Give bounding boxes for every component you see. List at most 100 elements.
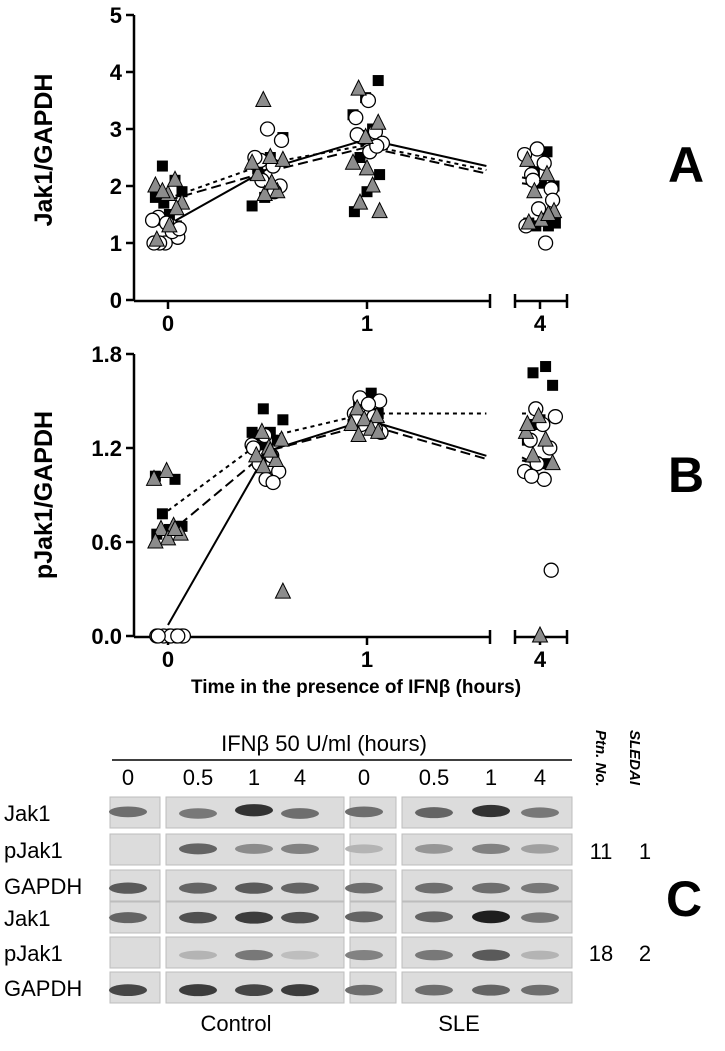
y-tick-label: 5: [110, 3, 122, 28]
blot-band: [415, 882, 453, 894]
circle-point: [259, 121, 276, 137]
triangle-point: [531, 625, 549, 643]
blot-row-label: GAPDH: [4, 874, 82, 899]
blot-band: [472, 882, 510, 894]
blot-band: [281, 808, 319, 819]
triangle-point: [351, 192, 369, 210]
timepoint-label: 4: [294, 765, 306, 790]
blot-band: [281, 843, 319, 854]
blot-band: [109, 806, 147, 818]
triangle-point: [368, 406, 386, 424]
patient-11-sledai: 1: [639, 839, 651, 864]
patient-18-sledai: 2: [639, 941, 651, 966]
blot-band: [345, 806, 383, 818]
timepoint-label: 0: [358, 765, 370, 790]
triangle-point: [166, 519, 184, 536]
blot-band: [235, 911, 273, 924]
square-point: [547, 379, 559, 391]
blot-strip: [109, 936, 161, 969]
y-tick-label: 1.2: [91, 436, 122, 461]
triangle-point: [145, 469, 163, 486]
panel-b-data-points: [145, 361, 564, 644]
square-point: [169, 473, 181, 485]
circle-point: [537, 235, 554, 251]
triangle-point: [364, 175, 381, 193]
panel-b-trend-lines: [167, 412, 541, 626]
triangle-point: [253, 422, 271, 439]
panel-b-y-axis-title: pJak1/GAPDH: [30, 411, 58, 579]
blot-band: [179, 984, 217, 997]
circle-point: [348, 109, 364, 126]
triangle-point: [247, 445, 265, 463]
triangle-point: [254, 90, 272, 107]
blot-band: [345, 950, 383, 961]
panel-a-label: A: [668, 137, 704, 193]
blot-band: [521, 807, 559, 818]
blot-band: [345, 844, 383, 854]
circle-point: [536, 155, 552, 171]
triangle-point: [350, 78, 367, 96]
patient-11-ptn: 11: [590, 839, 613, 864]
triangle-point: [344, 153, 362, 170]
blot-band: [109, 882, 147, 894]
triangle-point: [268, 181, 286, 199]
blot-band: [281, 984, 319, 997]
blot-band: [109, 912, 147, 924]
trend-line-dotted: [167, 412, 487, 512]
square-point: [374, 169, 386, 181]
square-point: [541, 458, 553, 470]
triangle-point: [261, 147, 279, 164]
blot-rows: Jak1 pJak1 GAPDH Jak1 pJak1 GAPDH: [4, 796, 573, 1004]
triangle-point: [256, 184, 274, 202]
triangle-point: [168, 198, 185, 216]
triangle-point: [520, 212, 538, 230]
panel-a-y-axis-title: Jak1/GAPDH: [30, 74, 58, 227]
square-point: [259, 439, 271, 451]
y-tick-label: 1: [110, 231, 122, 256]
blot-band: [281, 882, 319, 894]
square-point: [176, 186, 188, 198]
triangle-point: [350, 425, 367, 442]
timepoint-label: 4: [534, 765, 546, 790]
square-point: [348, 206, 360, 218]
blot-strip: [109, 833, 161, 866]
triangle-point: [161, 215, 178, 233]
circle-point: [265, 474, 281, 491]
triangle-point: [274, 150, 292, 167]
circle-point: [144, 212, 161, 228]
triangle-point: [369, 422, 387, 439]
blot-row-label: Jak1: [4, 801, 50, 826]
triangle-point: [348, 398, 366, 416]
triangle-point: [544, 453, 561, 471]
sledai-header: SLEDAI: [626, 730, 643, 786]
circle-point: [543, 562, 559, 578]
x-tick-label: 4: [534, 647, 547, 672]
triangle-point: [519, 150, 536, 167]
panel-a-data-points: [144, 75, 563, 251]
x-tick-label: 1: [361, 311, 373, 336]
square-point: [176, 520, 188, 532]
square-point: [354, 152, 366, 163]
blot-band: [415, 911, 453, 923]
blot-row-label: GAPDH: [4, 976, 82, 1001]
y-tick-label: 2: [110, 174, 122, 199]
x-tick-label: 4: [534, 311, 547, 336]
blot-band: [235, 804, 273, 817]
triangle-point: [249, 164, 267, 182]
circle-point: [170, 628, 186, 644]
blot-band: [521, 912, 559, 923]
triangle-point: [357, 127, 374, 145]
blot-band: [472, 949, 510, 961]
blot-band: [235, 984, 273, 997]
blot-band: [345, 882, 383, 894]
triangle-point: [261, 441, 279, 458]
blot-band: [415, 949, 453, 961]
blot-band: [521, 950, 559, 960]
blot-band: [179, 911, 217, 924]
blot-band: [235, 843, 273, 854]
panel-a-axes: 0 1 2 3 4 5 0 1 4: [110, 3, 569, 336]
square-point: [372, 75, 384, 87]
panel-b-axes: 0.0 0.6 1.2 1.8 0 1 4: [91, 342, 569, 672]
circle-point: [530, 201, 547, 217]
circle-point: [529, 141, 545, 157]
